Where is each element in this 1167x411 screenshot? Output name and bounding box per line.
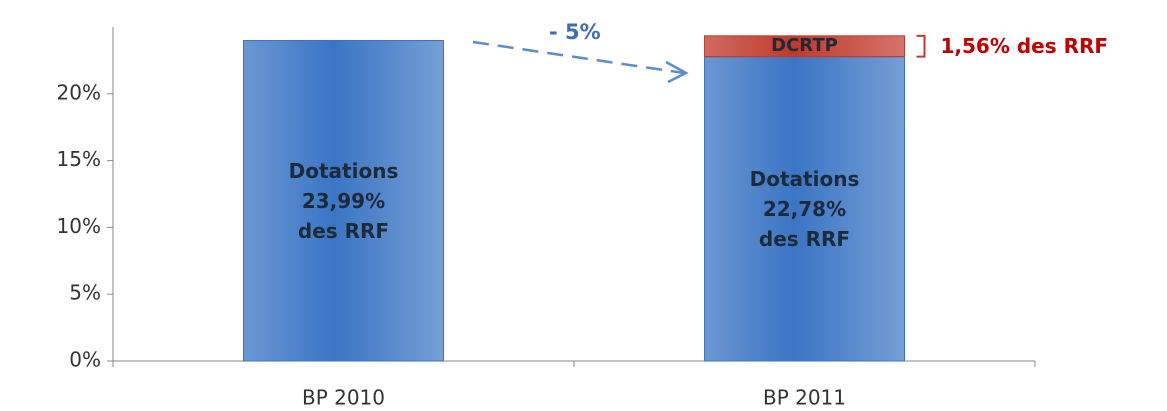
annotation-arrow	[472, 40, 685, 75]
value-label: 22,78% des RRF	[758, 196, 851, 251]
y-tick-label: 15%	[57, 147, 101, 171]
bar-segment	[243, 39, 444, 362]
x-tick-label: BP 2010	[302, 386, 385, 410]
bar-segment	[704, 35, 905, 58]
bracket	[916, 34, 926, 58]
bar-label: Dotations 23,99% des RRF	[289, 156, 399, 246]
bar-segment	[704, 56, 905, 362]
value-label: 23,99% des RRF	[297, 188, 390, 243]
y-tick-label: 10%	[57, 214, 101, 238]
y-tick-label: 0%	[69, 348, 101, 372]
series-name: Dotations	[749, 166, 860, 191]
series-name: Dotations	[288, 158, 399, 183]
x-tick-label: BP 2011	[763, 386, 846, 410]
value-label: 1,56% des RRF	[940, 34, 1109, 59]
annotation: - 5%	[549, 20, 601, 44]
series-name: DCRTP	[771, 35, 838, 57]
y-tick-label: 20%	[57, 80, 101, 104]
annotation-arrowhead	[665, 60, 689, 84]
y-tick-label: 5%	[69, 281, 101, 305]
bar-label: Dotations 22,78% des RRF	[750, 164, 860, 254]
